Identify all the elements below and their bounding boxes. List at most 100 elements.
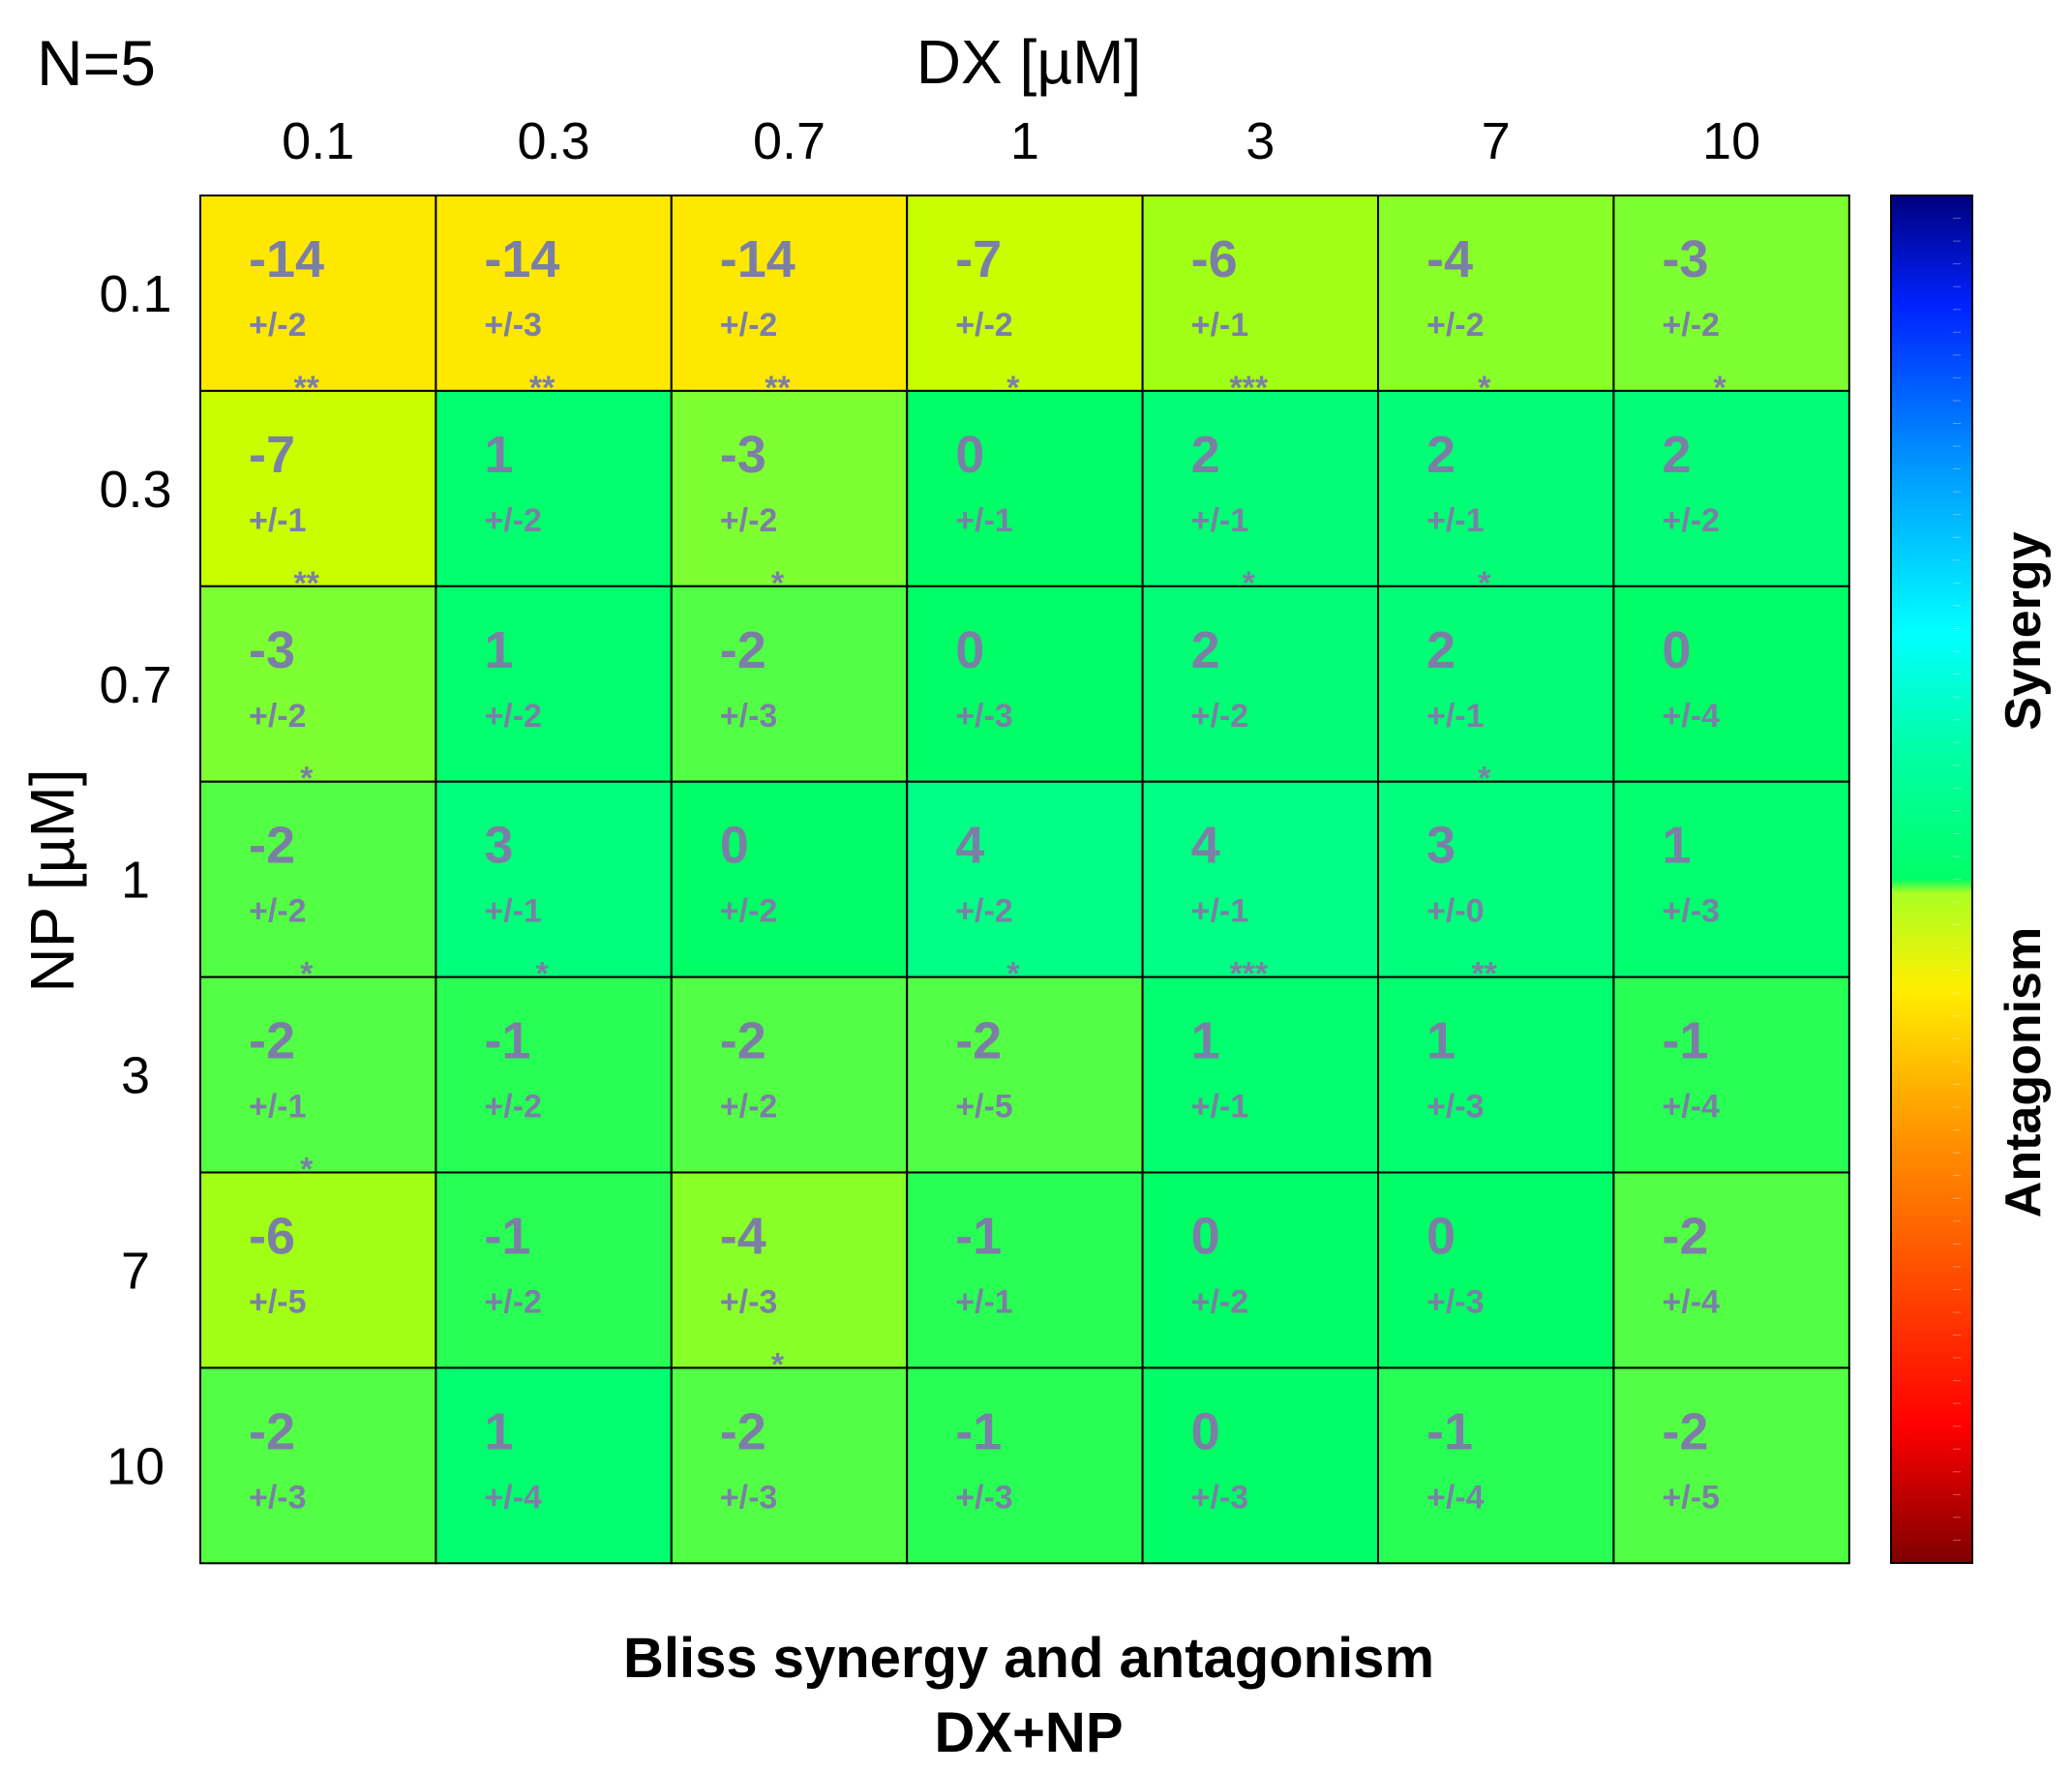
x-tick-label: 7 <box>1482 112 1511 170</box>
cell-background <box>199 389 437 587</box>
cell-background <box>1377 585 1615 783</box>
cell-background <box>1377 1367 1615 1565</box>
cell-error: +/-1 <box>1191 1089 1249 1126</box>
cell-value: -2 <box>249 1402 295 1460</box>
cell-value: -3 <box>720 426 766 484</box>
cell-background <box>435 585 673 783</box>
cell-background <box>906 389 1144 587</box>
heatmap-cell: 2 +/-2 <box>1612 389 1850 587</box>
cell-error: +/-2 <box>955 307 1013 344</box>
heatmap-cell: -1 +/-2 <box>435 976 673 1174</box>
cell-error: +/-2 <box>720 307 778 344</box>
heatmap-cell: -2 +/-5 <box>1612 1367 1850 1565</box>
heatmap-cell: 0 +/-2 <box>670 780 909 978</box>
heatmap-cell: 0 +/-1 <box>906 389 1144 587</box>
cell-value: -2 <box>720 621 766 679</box>
cell-background <box>906 1171 1144 1369</box>
heatmap-cell: -14+/-2** <box>670 195 909 406</box>
cell-value: -6 <box>249 1208 295 1266</box>
cell-error: +/-3 <box>1191 1479 1249 1516</box>
cell-error: +/-5 <box>249 1284 307 1321</box>
heatmap-cell: 2+/-1* <box>1377 585 1615 797</box>
cell-error: +/-1 <box>249 1089 307 1126</box>
cell-error: +/-5 <box>955 1089 1013 1126</box>
heatmap-cell: -14+/-2** <box>199 195 437 406</box>
heatmap-cell: 0 +/-3 <box>1377 1171 1615 1369</box>
heatmap-cell: -1 +/-4 <box>1377 1367 1615 1565</box>
heatmap-cell: 0 +/-4 <box>1612 585 1850 783</box>
cell-error: +/-5 <box>1662 1479 1720 1516</box>
cell-error: +/-4 <box>1426 1479 1485 1516</box>
cell-background <box>435 389 673 587</box>
cell-background <box>435 1171 673 1369</box>
cell-error: +/-2 <box>1191 698 1249 735</box>
cell-background <box>1612 585 1850 783</box>
cell-value: -3 <box>1662 230 1708 288</box>
heatmap-cell: -6 +/-5 <box>199 1171 437 1369</box>
cell-error: +/-4 <box>1662 1284 1720 1321</box>
y-tick-label: 0.7 <box>99 656 171 714</box>
heatmap-cell: -4+/-3* <box>670 1171 909 1383</box>
heatmap-cell: -2 +/-5 <box>906 976 1144 1174</box>
cell-error: +/-3 <box>249 1479 307 1516</box>
cell-background <box>199 585 437 783</box>
y-tick-label: 10 <box>106 1437 165 1495</box>
cell-error: +/-3 <box>720 698 778 735</box>
x-tick-labels: 0.1 0.3 0.7 1 3 7 10 <box>282 112 1760 170</box>
cell-value: -14 <box>249 230 324 288</box>
cell-error: +/-3 <box>720 1284 778 1321</box>
cell-error: +/-2 <box>955 893 1013 930</box>
heatmap-cell: -1 +/-1 <box>906 1171 1144 1369</box>
cell-background <box>1141 780 1379 978</box>
cell-error: +/-2 <box>720 893 778 930</box>
heatmap-cell: -1 +/-2 <box>435 1171 673 1369</box>
cell-background <box>1612 389 1850 587</box>
cell-error: +/-0 <box>1426 893 1485 930</box>
cell-value: 1 <box>484 1402 513 1460</box>
y-tick-label: 3 <box>121 1047 150 1105</box>
heatmap-cell: 0 +/-3 <box>1141 1367 1379 1565</box>
cell-error: +/-4 <box>484 1479 542 1516</box>
heatmap-cell: 3+/-1* <box>435 780 673 993</box>
heatmap-cell: 2+/-1* <box>1377 389 1615 602</box>
heatmap-cell: 2 +/-2 <box>1141 585 1379 783</box>
colorbar-segments <box>1953 218 1961 1541</box>
cell-background <box>670 976 909 1174</box>
cell-error: +/-1 <box>249 502 307 539</box>
cell-value: 2 <box>1191 426 1220 484</box>
cell-value: -2 <box>1662 1402 1708 1460</box>
cell-background <box>1377 780 1615 978</box>
cell-error: +/-4 <box>1662 1089 1720 1126</box>
x-tick-label: 1 <box>1010 112 1039 170</box>
cell-background <box>199 1171 437 1369</box>
heatmap-cell: 1 +/-4 <box>435 1367 673 1565</box>
cell-error: +/-2 <box>1662 307 1720 344</box>
cell-error: +/-2 <box>249 307 307 344</box>
cell-background <box>1377 195 1615 392</box>
heatmap-cell: -6+/-1*** <box>1141 195 1379 406</box>
heatmap-cell: -4+/-2* <box>1377 195 1615 406</box>
heatmap-cell: -2+/-2* <box>199 780 437 993</box>
cell-background <box>199 1367 437 1565</box>
heatmap-cell: -2 +/-3 <box>199 1367 437 1565</box>
cell-value: -1 <box>484 1012 530 1070</box>
cell-background <box>1612 1367 1850 1565</box>
heatmap-cell: 3+/-0** <box>1377 780 1615 993</box>
cell-background <box>1612 976 1850 1174</box>
cell-value: 1 <box>1662 817 1691 875</box>
heatmap-cell: -7+/-2* <box>906 195 1144 406</box>
cell-error: +/-2 <box>484 1284 542 1321</box>
heatmap-cell: -3+/-2* <box>1612 195 1850 406</box>
x-tick-label: 0.1 <box>282 112 354 170</box>
cell-error: +/-1 <box>1426 502 1485 539</box>
cell-error: +/-2 <box>249 698 307 735</box>
cell-background <box>1141 1367 1379 1565</box>
cell-value: -4 <box>720 1208 766 1266</box>
cell-error: +/-3 <box>1662 893 1720 930</box>
cell-error: +/-4 <box>1662 698 1720 735</box>
cell-value: -1 <box>955 1208 1002 1266</box>
cell-error: +/-1 <box>1426 698 1485 735</box>
cell-value: -14 <box>484 230 559 288</box>
cell-value: -2 <box>1662 1208 1708 1266</box>
heatmap-cell: 4+/-1*** <box>1141 780 1379 993</box>
